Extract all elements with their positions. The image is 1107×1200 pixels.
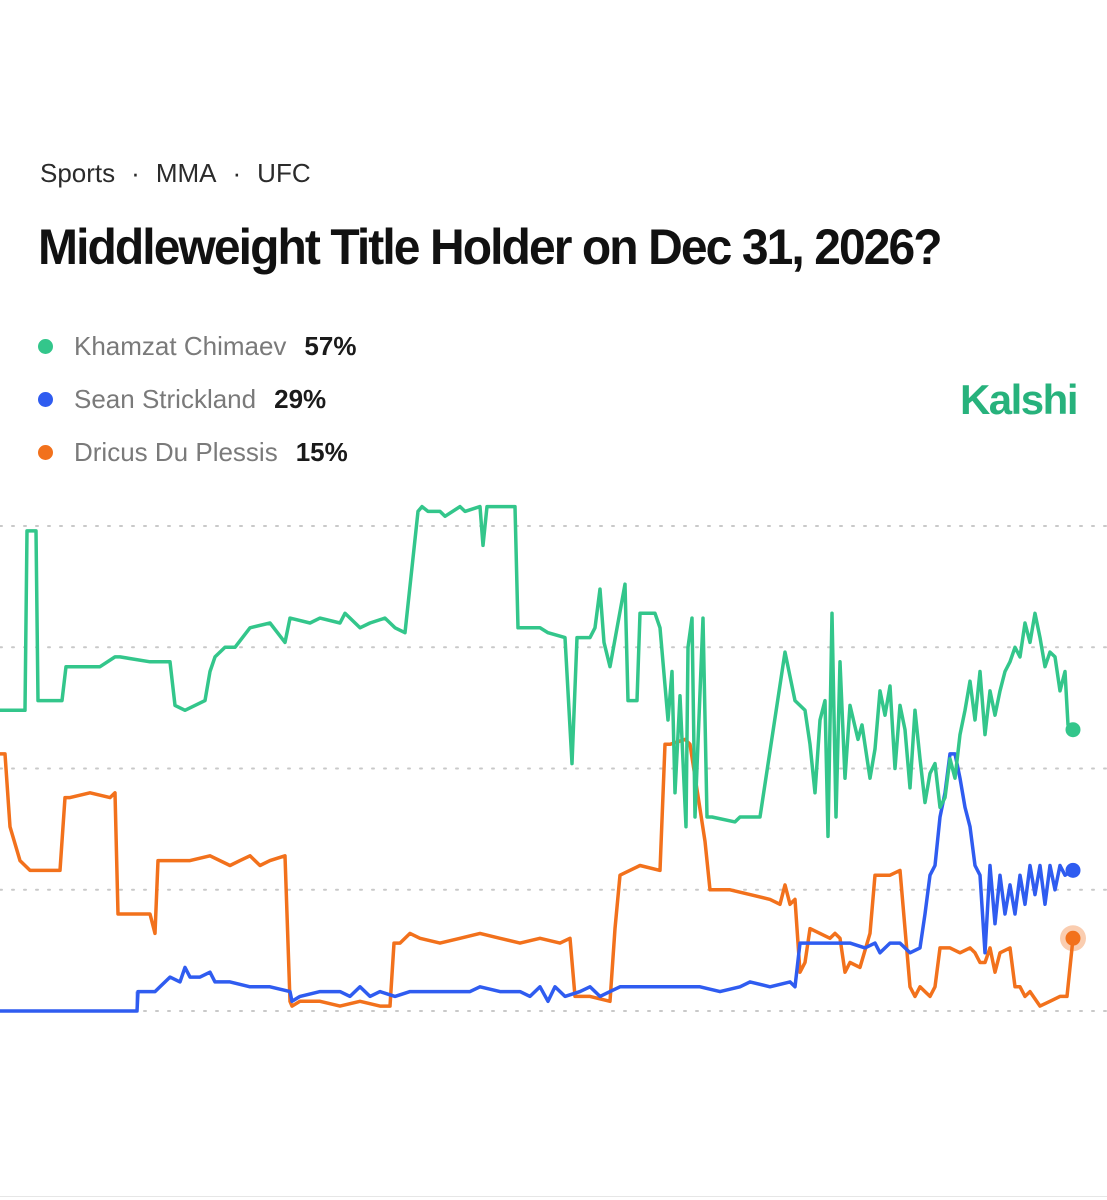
legend-dot [38, 391, 53, 407]
series-baseline-segment [0, 991, 139, 1013]
legend-dot [38, 338, 53, 354]
legend-name: Dricus Du Plessis [74, 436, 278, 467]
kalshi-logo[interactable]: Kalshi [959, 376, 1079, 423]
breadcrumb-item-ufc[interactable]: UFC [257, 158, 311, 188]
legend-dot [38, 444, 53, 460]
series-endpoint-khamzat-chimaev[interactable] [1065, 722, 1081, 738]
divider [0, 1196, 1107, 1197]
legend-value: 15% [295, 436, 348, 467]
page-title: Middleweight Title Holder on Dec 31, 202… [38, 219, 943, 275]
series-endpoint-sean-strickland[interactable] [1065, 862, 1081, 878]
legend-name: Sean Strickland [74, 383, 257, 414]
breadcrumb: Sports · MMA · UFC [40, 158, 311, 189]
legend-item-du-plessis[interactable]: Dricus Du Plessis 15% [38, 432, 356, 472]
legend-value: 57% [304, 330, 357, 361]
breadcrumb-item-mma[interactable]: MMA [155, 158, 217, 188]
series-line-sean-strickland[interactable] [0, 752, 1075, 1013]
breadcrumb-item-sports[interactable]: Sports [40, 158, 116, 188]
chart-legend: Khamzat Chimaev 57% Sean Strickland 29% … [38, 326, 356, 485]
legend-item-strickland[interactable]: Sean Strickland 29% [38, 379, 356, 419]
legend-value: 29% [274, 383, 327, 414]
series-endpoint-dricus-du-plessis[interactable] [1065, 930, 1081, 946]
series-line-khamzat-chimaev[interactable] [0, 504, 1075, 839]
series-line-dricus-du-plessis[interactable] [0, 737, 1075, 1008]
breadcrumb-separator: · [232, 158, 242, 188]
breadcrumb-separator: · [131, 158, 140, 188]
price-history-chart[interactable] [0, 500, 1107, 1060]
legend-name: Khamzat Chimaev [74, 330, 287, 361]
legend-item-chimaev[interactable]: Khamzat Chimaev 57% [38, 326, 356, 366]
